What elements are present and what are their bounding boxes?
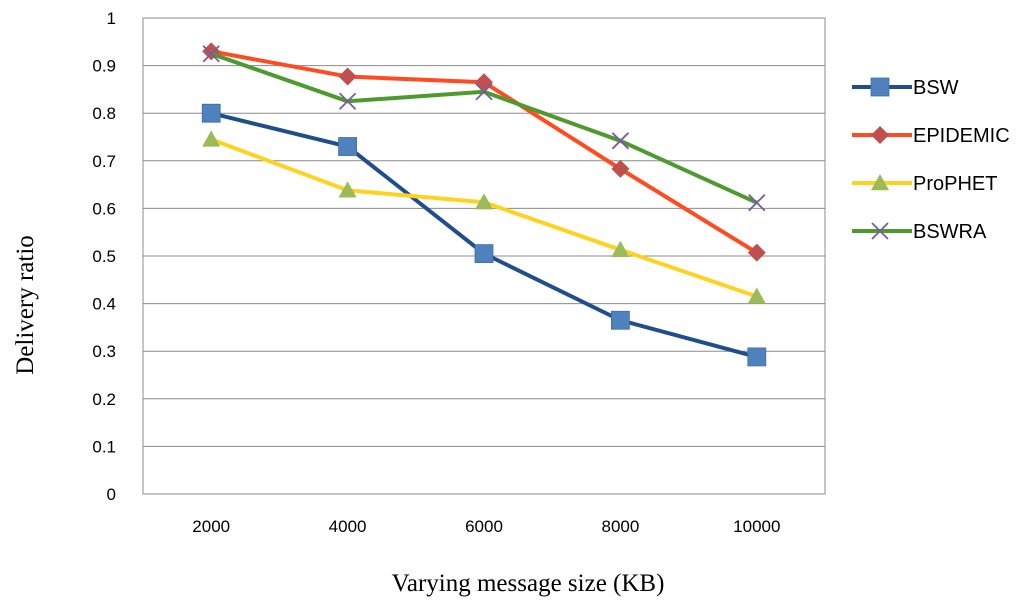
data-point (611, 132, 630, 150)
data-point (338, 92, 357, 110)
data-point (611, 159, 630, 178)
data-point (611, 240, 630, 258)
legend-label: BSW (913, 77, 959, 99)
y-tick-label: 0.5 (92, 247, 116, 266)
series-epidemic (202, 42, 766, 262)
y-tick-label: 0.3 (92, 342, 116, 361)
data-point (202, 45, 220, 63)
x-tick-label: 6000 (465, 517, 503, 536)
data-point (202, 130, 221, 147)
data-point (611, 310, 630, 330)
y-tick-label: 0.4 (92, 295, 116, 314)
series-prophet (202, 130, 766, 304)
legend-marker (871, 126, 889, 144)
legend-marker (871, 174, 889, 191)
legend-marker (870, 77, 890, 97)
data-point (338, 137, 358, 156)
data-point (475, 83, 493, 101)
y-axis-title: Delivery ratio (12, 235, 39, 375)
data-point (338, 181, 357, 198)
data-point (747, 243, 766, 262)
y-axis-ticks: 0 0.1 0.2 0.3 0.4 0.5 0.6 0.7 0.8 0.9 1 (92, 9, 116, 504)
data-point (201, 103, 221, 123)
x-axis-title: Varying message size (KB) (392, 570, 665, 597)
y-tick-label: 0 (107, 485, 116, 504)
legend-label: EPIDEMIC (913, 125, 1010, 147)
series-line (210, 111, 758, 359)
legend-item: BSW (852, 77, 959, 99)
y-tick-label: 0.2 (92, 390, 116, 409)
series-bsw (201, 103, 767, 367)
legend-item: ProPHET (852, 173, 997, 195)
x-axis-ticks: 2000 4000 6000 8000 10000 (192, 517, 780, 536)
y-tick-label: 0.7 (92, 152, 116, 171)
y-tick-label: 0.6 (92, 199, 116, 218)
data-point (474, 244, 494, 264)
x-tick-label: 8000 (601, 517, 639, 536)
x-tick-label: 2000 (192, 517, 230, 536)
series-line (210, 137, 758, 299)
data-point (475, 193, 493, 210)
y-tick-label: 1 (107, 9, 116, 28)
legend-label: ProPHET (913, 173, 997, 195)
y-tick-label: 0.1 (92, 437, 116, 456)
series-lines (201, 42, 767, 367)
y-tick-label: 0.8 (92, 104, 116, 123)
legend: BSW EPIDEMIC ProPHET BSWRA (852, 77, 1010, 243)
data-point (747, 287, 766, 304)
series-bswra (202, 45, 766, 212)
data-point (338, 67, 357, 86)
legend-marker (871, 222, 889, 240)
data-point (747, 347, 767, 367)
legend-item: BSWRA (852, 221, 987, 243)
data-point (748, 194, 766, 212)
legend-item: EPIDEMIC (852, 125, 1010, 147)
plot-area-border (142, 17, 826, 495)
x-tick-label: 10000 (733, 517, 780, 536)
y-tick-label: 0.9 (92, 57, 116, 76)
x-tick-label: 4000 (329, 517, 367, 536)
legend-label: BSWRA (913, 221, 987, 243)
